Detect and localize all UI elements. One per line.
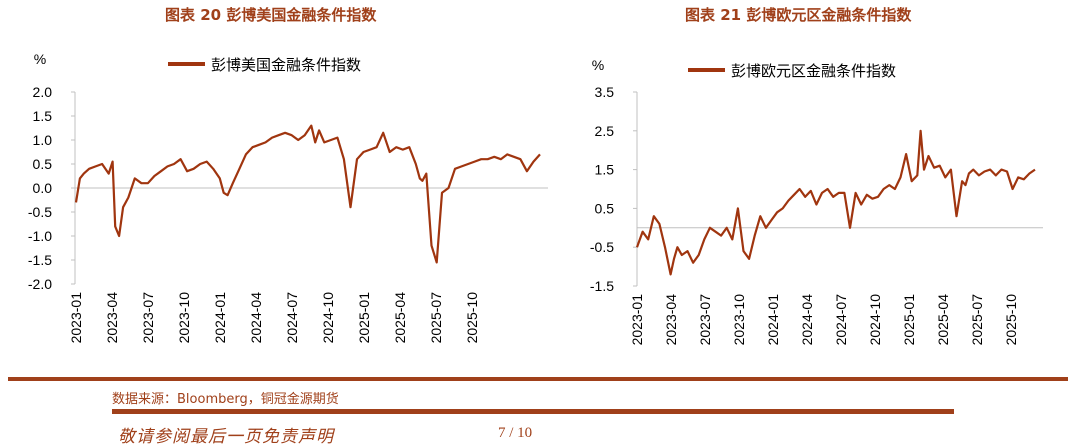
x-tick-label-right: 2023-01 <box>629 294 645 346</box>
x-tick-label-right: 2023-04 <box>663 294 679 346</box>
chart-left: 2.0 1.5 1.0 0.5 0.0 -0.5 -1.0 -1.5 -2.0% 2023-01 2… <box>28 51 548 343</box>
y-tick-label-left: 0.0 <box>33 180 53 196</box>
y-tick-label-right: 0.5 <box>595 200 615 216</box>
y-tick-label-right: 2.5 <box>595 123 615 139</box>
source-note: 数据来源：Bloomberg，铜冠金源期货 <box>112 392 339 407</box>
x-tick-label-right: 2024-01 <box>765 294 781 346</box>
x-tick-label-left: 2024-04 <box>248 292 264 344</box>
x-tick-label-left: 2023-01 <box>68 292 84 344</box>
x-tick-label-right: 2024-04 <box>799 294 815 346</box>
y-tick-label-left: -2.0 <box>28 276 52 292</box>
y-tick-label-left: -0.5 <box>28 204 52 220</box>
x-tick-label-right: 2025-04 <box>935 294 951 346</box>
x-tick-label-left: 2024-07 <box>284 292 300 344</box>
x-tick-label-left: 2025-04 <box>392 292 408 344</box>
divider-rule <box>8 377 1068 381</box>
x-tick-label-left: 2024-10 <box>320 292 336 344</box>
x-tick-label-left: 2024-01 <box>212 292 228 344</box>
y-tick-label-left: 1.5 <box>33 108 53 124</box>
x-tick-label-right: 2025-01 <box>901 294 917 346</box>
y-tick-label-right: 3.5 <box>595 84 615 100</box>
series-line-right <box>635 129 1036 276</box>
chart-title-right: 图表 21 彭博欧元区金融条件指数 <box>685 6 912 24</box>
y-tick-label-right: -1.5 <box>590 278 614 294</box>
x-tick-label-left: 2025-10 <box>464 292 480 344</box>
x-tick-label-right: 2024-10 <box>867 294 883 346</box>
chart-right: 3.5 2.5 1.5 0.5 -0.5 -1.5% 2023-01 2023-04 2023-… <box>590 57 1043 345</box>
x-tick-label-left: 2023-04 <box>104 292 120 344</box>
y-tick-label-left: -1.0 <box>28 228 52 244</box>
legend-label-right: 彭博欧元区金融条件指数 <box>731 62 896 80</box>
legend-label-left: 彭博美国金融条件指数 <box>211 56 361 74</box>
y-tick-label-left: 2.0 <box>33 84 53 100</box>
x-tick-label-left: 2025-07 <box>428 292 444 344</box>
x-tick-label-left: 2023-07 <box>140 292 156 344</box>
y-unit-label-left: % <box>34 51 46 67</box>
x-tick-label-right: 2024-07 <box>833 294 849 346</box>
x-tick-label-right: 2023-10 <box>731 294 747 346</box>
y-tick-label-left: 1.0 <box>33 132 53 148</box>
x-tick-label-left: 2025-01 <box>356 292 372 344</box>
series-line-left <box>74 124 541 264</box>
x-tick-label-right: 2023-07 <box>697 294 713 346</box>
y-tick-label-left: -1.5 <box>28 252 52 268</box>
page-number: 7 / 10 <box>498 425 533 441</box>
y-unit-label-right: % <box>592 57 604 73</box>
disclaimer-text: 敬请参阅最后一页免责声明 <box>118 427 334 447</box>
x-tick-label-right: 2025-10 <box>1003 294 1019 346</box>
x-tick-label-left: 2023-10 <box>176 292 192 344</box>
x-tick-label-right: 2025-07 <box>969 294 985 346</box>
chart-title-left: 图表 20 彭博美国金融条件指数 <box>165 6 377 24</box>
y-tick-label-right: 1.5 <box>595 162 615 178</box>
y-tick-label-right: -0.5 <box>590 239 614 255</box>
y-tick-label-left: 0.5 <box>33 156 53 172</box>
source-rule <box>112 409 954 414</box>
